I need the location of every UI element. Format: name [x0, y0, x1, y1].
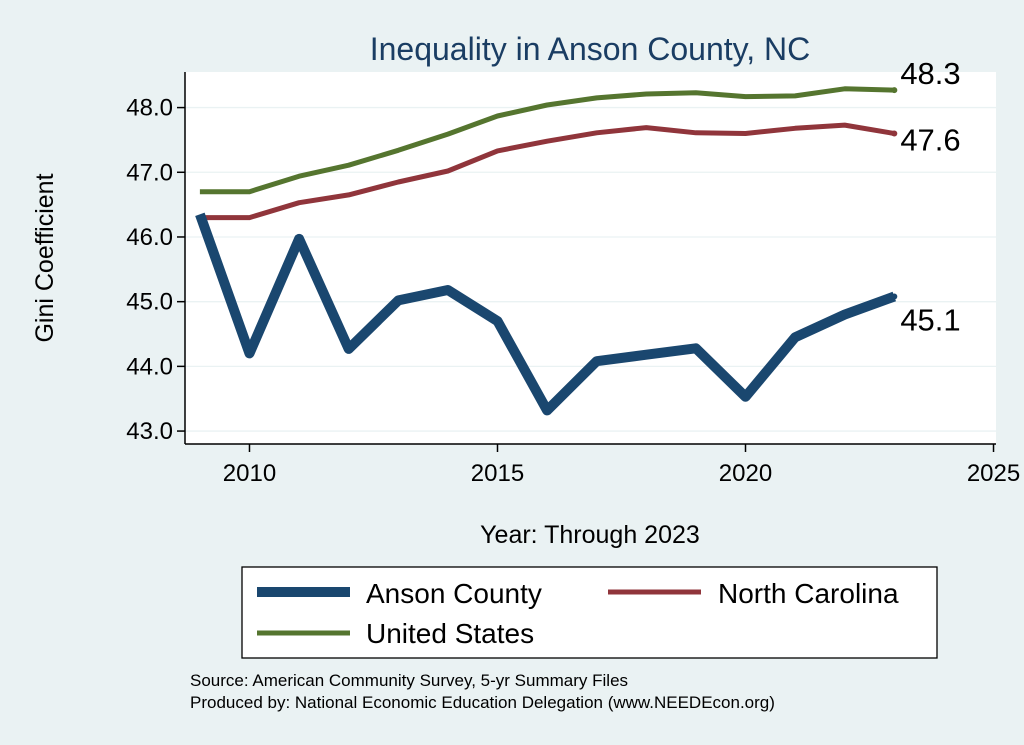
series-line-anson-county	[195, 212, 897, 416]
y-tick-label-45.0: 45.0	[126, 289, 173, 316]
y-tick-label-43.0: 43.0	[126, 418, 173, 445]
legend-box	[241, 566, 938, 659]
x-tick-label-2020: 2020	[719, 460, 772, 487]
end-label-north-carolina: 47.6	[900, 122, 960, 157]
x-tick-label-2015: 2015	[471, 460, 524, 487]
end-label-anson-county: 45.1	[900, 302, 960, 337]
series-endpoint-anson-county	[891, 293, 898, 300]
chart-title: Inequality in Anson County, NC	[370, 31, 811, 67]
legend-label-anson-county: Anson County	[366, 578, 542, 609]
y-tick-label-47.0: 47.0	[126, 159, 173, 186]
x-axis-title: Year: Through 2023	[480, 521, 700, 549]
x-tick-label-2010: 2010	[223, 460, 276, 487]
series-endpoint-united-states	[891, 87, 898, 94]
x-tick-label-2025: 2025	[967, 460, 1020, 487]
series-line-united-states	[199, 86, 895, 195]
y-tick-label-48.0: 48.0	[126, 95, 173, 122]
y-axis-ticks: 43.0 44.0 45.0 46.0 47.0 48.0	[126, 95, 185, 445]
legend: Anson County North Carolina United State…	[241, 566, 938, 659]
series-lines	[195, 86, 897, 416]
y-tick-label-44.0: 44.0	[126, 353, 173, 380]
x-axis-ticks: 2010 2015 2020 2025	[223, 444, 1020, 487]
series-endpoint-north-carolina	[891, 130, 898, 137]
y-tick-label-46.0: 46.0	[126, 224, 173, 251]
source-note: Source: American Community Survey, 5-yr …	[190, 671, 628, 690]
series-line-north-carolina	[199, 122, 895, 221]
y-axis-title: Gini Coefficient	[31, 173, 59, 342]
producer-note: Produced by: National Economic Education…	[190, 693, 775, 712]
series-end-labels: 48.3 47.6 45.1	[891, 56, 961, 337]
legend-label-united-states: United States	[366, 618, 534, 649]
legend-label-north-carolina: North Carolina	[718, 578, 899, 609]
end-label-united-states: 48.3	[900, 56, 960, 91]
